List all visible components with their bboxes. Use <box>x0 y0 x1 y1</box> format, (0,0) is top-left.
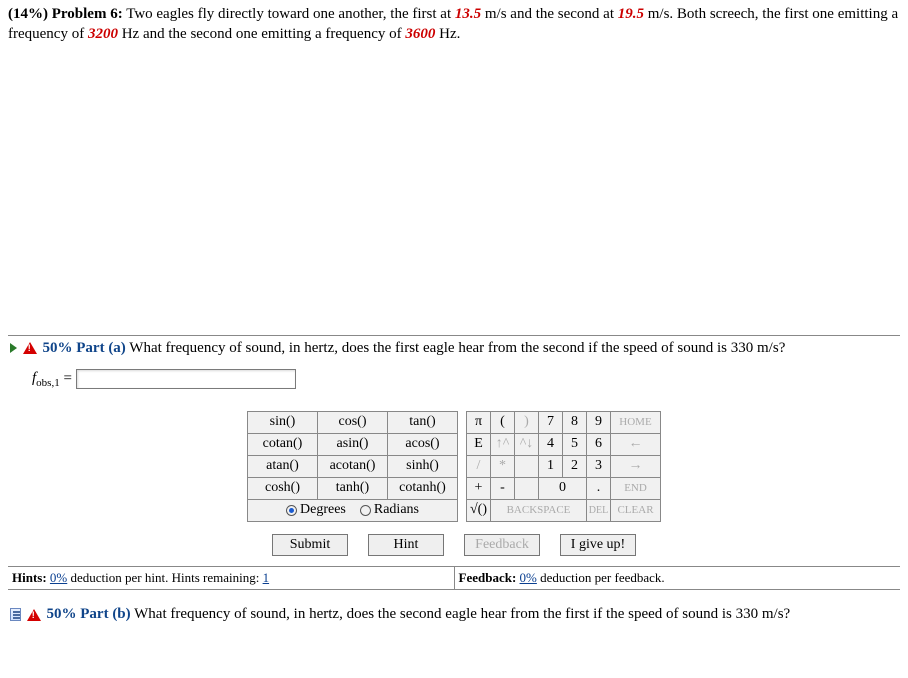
key-sqrt[interactable]: √() <box>467 499 491 521</box>
value-f1: 3200 <box>88 26 118 42</box>
key-plus[interactable]: + <box>467 477 491 499</box>
hints-feedback-bar: Hints: 0% deduction per hint. Hints rema… <box>8 566 900 590</box>
feedback-text: deduction per feedback. <box>537 570 665 585</box>
feedback-pct: 0% <box>520 570 537 585</box>
key-down: ^↓ <box>515 433 539 455</box>
key-pi[interactable]: π <box>467 411 491 433</box>
action-row: Submit Hint Feedback I give up! <box>8 534 900 556</box>
document-icon[interactable] <box>10 608 21 621</box>
key-star: * <box>491 455 515 477</box>
part-a-label: 50% Part (a) <box>43 340 126 356</box>
key-sinh[interactable]: sinh() <box>388 455 458 477</box>
key-blank2 <box>515 477 539 499</box>
key-acotan[interactable]: acotan() <box>318 455 388 477</box>
answer-row: fobs,1 = <box>8 359 900 407</box>
key-6[interactable]: 6 <box>587 433 611 455</box>
angle-mode-row: Degrees Radians <box>248 499 458 521</box>
hint-button[interactable]: Hint <box>368 534 444 556</box>
key-up: ↑^ <box>491 433 515 455</box>
equals-sign: = <box>60 370 76 386</box>
key-cosh[interactable]: cosh() <box>248 477 318 499</box>
key-7[interactable]: 7 <box>539 411 563 433</box>
hints-label: Hints: <box>12 570 47 585</box>
value-v1: 13.5 <box>455 6 481 22</box>
key-minus[interactable]: - <box>491 477 515 499</box>
hints-remaining: 1 <box>263 570 270 585</box>
key-right: → <box>611 455 661 477</box>
key-clear: CLEAR <box>611 499 661 521</box>
key-tan[interactable]: tan() <box>388 411 458 433</box>
feedback-info: Feedback: 0% deduction per feedback. <box>455 567 901 589</box>
key-del: DEL <box>587 499 611 521</box>
warning-icon <box>27 609 41 621</box>
feedback-label: Feedback: <box>459 570 517 585</box>
submit-button[interactable]: Submit <box>272 534 348 556</box>
function-pad: sin() cos() tan() cotan() asin() acos() … <box>247 411 458 522</box>
part-a-header: 50% Part (a) What frequency of sound, in… <box>8 335 900 359</box>
hints-text: deduction per hint. Hints remaining: <box>67 570 262 585</box>
radians-radio[interactable]: Radians <box>360 502 419 517</box>
degrees-radio[interactable]: Degrees <box>286 502 346 517</box>
warning-icon <box>23 342 37 354</box>
key-rparen: ) <box>515 411 539 433</box>
key-slash: / <box>467 455 491 477</box>
key-asin[interactable]: asin() <box>318 433 388 455</box>
part-b-question: What frequency of sound, in hertz, does … <box>134 606 790 622</box>
problem-weight: (14%) <box>8 6 48 22</box>
key-cotan[interactable]: cotan() <box>248 433 318 455</box>
key-lparen[interactable]: ( <box>491 411 515 433</box>
key-cos[interactable]: cos() <box>318 411 388 433</box>
hints-pct: 0% <box>50 570 67 585</box>
answer-input[interactable] <box>76 369 296 389</box>
feedback-button: Feedback <box>464 534 540 556</box>
part-b-label: 50% Part (b) <box>47 606 131 622</box>
value-f2: 3600 <box>405 26 435 42</box>
key-e[interactable]: E <box>467 433 491 455</box>
problem-number: Problem 6: <box>52 6 123 22</box>
answer-variable: fobs,1 <box>32 370 60 386</box>
problem-text-2: m/s and the second at <box>481 6 618 22</box>
key-left: ← <box>611 433 661 455</box>
part-a-question: What frequency of sound, in hertz, does … <box>129 340 785 356</box>
key-blank <box>515 455 539 477</box>
problem-text-1: Two eagles fly directly toward one anoth… <box>126 6 455 22</box>
expand-icon[interactable] <box>10 343 17 353</box>
key-4[interactable]: 4 <box>539 433 563 455</box>
key-dot[interactable]: . <box>587 477 611 499</box>
key-backspace: BACKSPACE <box>491 499 587 521</box>
number-pad: π ( ) 7 8 9 HOME E ↑^ ^↓ 4 5 6 ← / * 1 2… <box>466 411 661 522</box>
key-tanh[interactable]: tanh() <box>318 477 388 499</box>
value-v2: 19.5 <box>618 6 644 22</box>
key-cotanh[interactable]: cotanh() <box>388 477 458 499</box>
key-5[interactable]: 5 <box>563 433 587 455</box>
key-1[interactable]: 1 <box>539 455 563 477</box>
key-acos[interactable]: acos() <box>388 433 458 455</box>
key-3[interactable]: 3 <box>587 455 611 477</box>
part-b-header: 50% Part (b) What frequency of sound, in… <box>8 602 900 627</box>
hints-info: Hints: 0% deduction per hint. Hints rema… <box>8 567 455 589</box>
key-end: END <box>611 477 661 499</box>
giveup-button[interactable]: I give up! <box>560 534 636 556</box>
problem-statement: (14%) Problem 6: Two eagles fly directly… <box>8 4 900 45</box>
key-9[interactable]: 9 <box>587 411 611 433</box>
keypad: sin() cos() tan() cotan() asin() acos() … <box>8 411 900 522</box>
key-sin[interactable]: sin() <box>248 411 318 433</box>
key-2[interactable]: 2 <box>563 455 587 477</box>
key-atan[interactable]: atan() <box>248 455 318 477</box>
problem-text-5: Hz. <box>435 26 460 42</box>
problem-text-4: Hz and the second one emitting a frequen… <box>118 26 405 42</box>
key-8[interactable]: 8 <box>563 411 587 433</box>
key-home: HOME <box>611 411 661 433</box>
key-0[interactable]: 0 <box>539 477 587 499</box>
